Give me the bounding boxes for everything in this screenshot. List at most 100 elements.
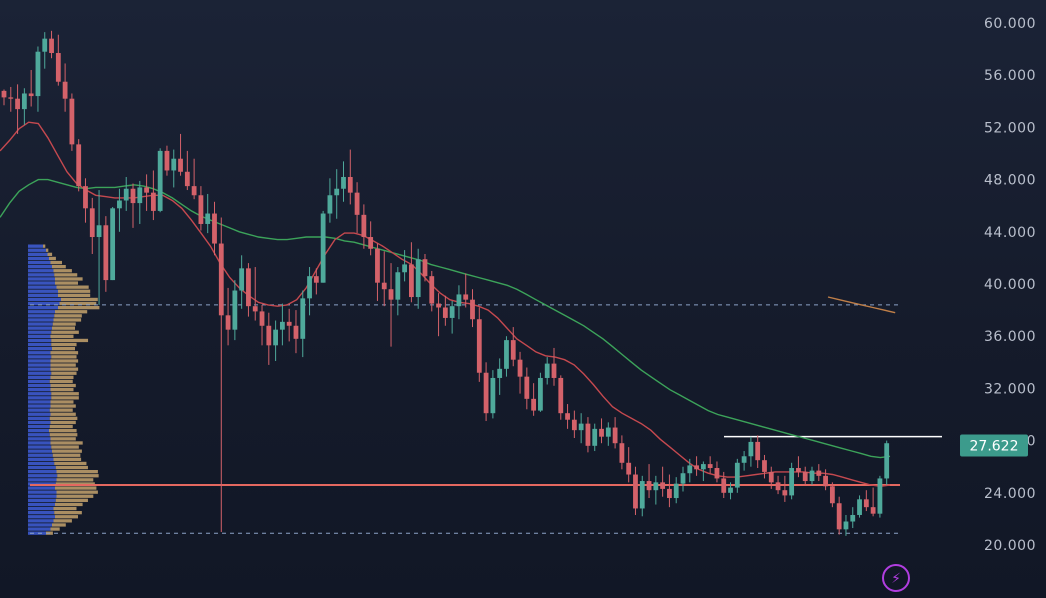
candle[interactable] xyxy=(504,336,509,377)
candle[interactable] xyxy=(762,454,767,479)
candle[interactable] xyxy=(341,161,346,202)
candle[interactable] xyxy=(327,178,333,223)
candle[interactable] xyxy=(585,417,591,453)
candle[interactable] xyxy=(470,289,475,328)
candle[interactable] xyxy=(300,290,306,358)
candle[interactable] xyxy=(381,251,387,307)
candle[interactable] xyxy=(21,88,27,125)
candle[interactable] xyxy=(456,285,462,320)
candle[interactable] xyxy=(1,89,7,106)
candle[interactable] xyxy=(836,496,842,535)
candle[interactable] xyxy=(823,469,828,491)
candle[interactable] xyxy=(375,243,380,301)
candle[interactable] xyxy=(476,307,482,382)
candle[interactable] xyxy=(728,482,733,500)
candle[interactable] xyxy=(829,482,835,508)
candle[interactable] xyxy=(646,464,652,499)
candle[interactable] xyxy=(700,461,706,482)
candle[interactable] xyxy=(857,495,862,518)
candle[interactable] xyxy=(612,417,618,449)
candle[interactable] xyxy=(863,490,869,512)
candle[interactable] xyxy=(463,273,469,308)
candle[interactable] xyxy=(191,158,197,200)
candle[interactable] xyxy=(130,183,136,228)
candle[interactable] xyxy=(157,148,163,213)
candle[interactable] xyxy=(164,145,170,176)
candle[interactable] xyxy=(768,466,774,489)
candle[interactable] xyxy=(8,86,14,112)
candle[interactable] xyxy=(232,280,238,341)
candle[interactable] xyxy=(510,327,516,367)
candle[interactable] xyxy=(218,217,224,532)
candle[interactable] xyxy=(212,201,217,256)
candle[interactable] xyxy=(442,295,448,326)
candle[interactable] xyxy=(796,456,801,478)
candle[interactable] xyxy=(497,358,503,395)
candle[interactable] xyxy=(551,347,557,386)
candle[interactable] xyxy=(252,267,258,321)
candle[interactable] xyxy=(802,466,808,485)
candle[interactable] xyxy=(660,466,666,497)
candle[interactable] xyxy=(96,190,102,305)
candle[interactable] xyxy=(402,250,408,282)
candle[interactable] xyxy=(83,178,88,223)
candle[interactable] xyxy=(286,308,292,342)
candle[interactable] xyxy=(273,320,278,361)
candle[interactable] xyxy=(409,242,414,303)
candle[interactable] xyxy=(884,440,890,485)
candle[interactable] xyxy=(320,210,326,283)
candle[interactable] xyxy=(144,174,149,211)
candle[interactable] xyxy=(422,253,428,282)
candle[interactable] xyxy=(307,267,312,316)
candle[interactable] xyxy=(721,471,727,499)
candle[interactable] xyxy=(626,447,632,483)
candle[interactable] xyxy=(259,304,265,346)
candle[interactable] xyxy=(225,287,231,346)
candle[interactable] xyxy=(55,34,61,86)
candle[interactable] xyxy=(103,216,109,292)
candle[interactable] xyxy=(673,477,679,504)
candle[interactable] xyxy=(633,466,638,515)
candle[interactable] xyxy=(313,268,319,295)
candle[interactable] xyxy=(490,370,496,419)
candle[interactable] xyxy=(592,423,598,452)
candle[interactable] xyxy=(816,464,822,482)
candle[interactable] xyxy=(334,169,340,219)
candle[interactable] xyxy=(436,293,441,337)
candle[interactable] xyxy=(49,30,54,59)
candle[interactable] xyxy=(69,93,75,151)
candle[interactable] xyxy=(205,193,211,234)
candle[interactable] xyxy=(538,372,543,412)
candle[interactable] xyxy=(843,514,849,536)
candle[interactable] xyxy=(178,133,183,176)
candle[interactable] xyxy=(347,149,353,205)
candle[interactable] xyxy=(239,255,245,309)
candle[interactable] xyxy=(388,263,394,347)
candle[interactable] xyxy=(28,69,34,107)
candle[interactable] xyxy=(578,413,584,444)
candle[interactable] xyxy=(517,351,523,394)
candle[interactable] xyxy=(89,197,95,254)
candle[interactable] xyxy=(714,461,720,483)
candle[interactable] xyxy=(653,475,659,505)
candle[interactable] xyxy=(571,410,577,438)
candle[interactable] xyxy=(137,180,143,224)
candle[interactable] xyxy=(123,176,129,211)
candle[interactable] xyxy=(35,46,41,112)
candle[interactable] xyxy=(748,436,754,467)
candle[interactable] xyxy=(558,375,564,420)
candle[interactable] xyxy=(15,84,20,134)
candle[interactable] xyxy=(150,170,156,221)
candle[interactable] xyxy=(680,466,686,492)
candle[interactable] xyxy=(361,204,367,249)
candle[interactable] xyxy=(850,507,856,529)
lightning-badge[interactable]: ⚡ xyxy=(882,564,910,592)
candle[interactable] xyxy=(171,149,177,188)
candle[interactable] xyxy=(415,248,421,309)
candle[interactable] xyxy=(117,188,122,232)
candle[interactable] xyxy=(198,186,204,231)
lightning-badge-circle[interactable] xyxy=(882,564,910,592)
lightning-icon[interactable]: ⚡ xyxy=(891,571,901,587)
candle[interactable] xyxy=(789,462,795,500)
